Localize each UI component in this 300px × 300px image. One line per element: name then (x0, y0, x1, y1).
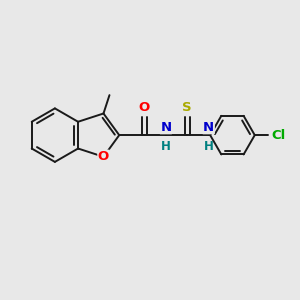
Text: N: N (203, 121, 214, 134)
Text: Cl: Cl (271, 129, 285, 142)
Text: O: O (98, 150, 109, 163)
Text: S: S (182, 101, 192, 114)
Text: O: O (139, 101, 150, 114)
Text: H: H (161, 140, 171, 154)
Text: N: N (160, 121, 171, 134)
Text: H: H (204, 140, 214, 154)
